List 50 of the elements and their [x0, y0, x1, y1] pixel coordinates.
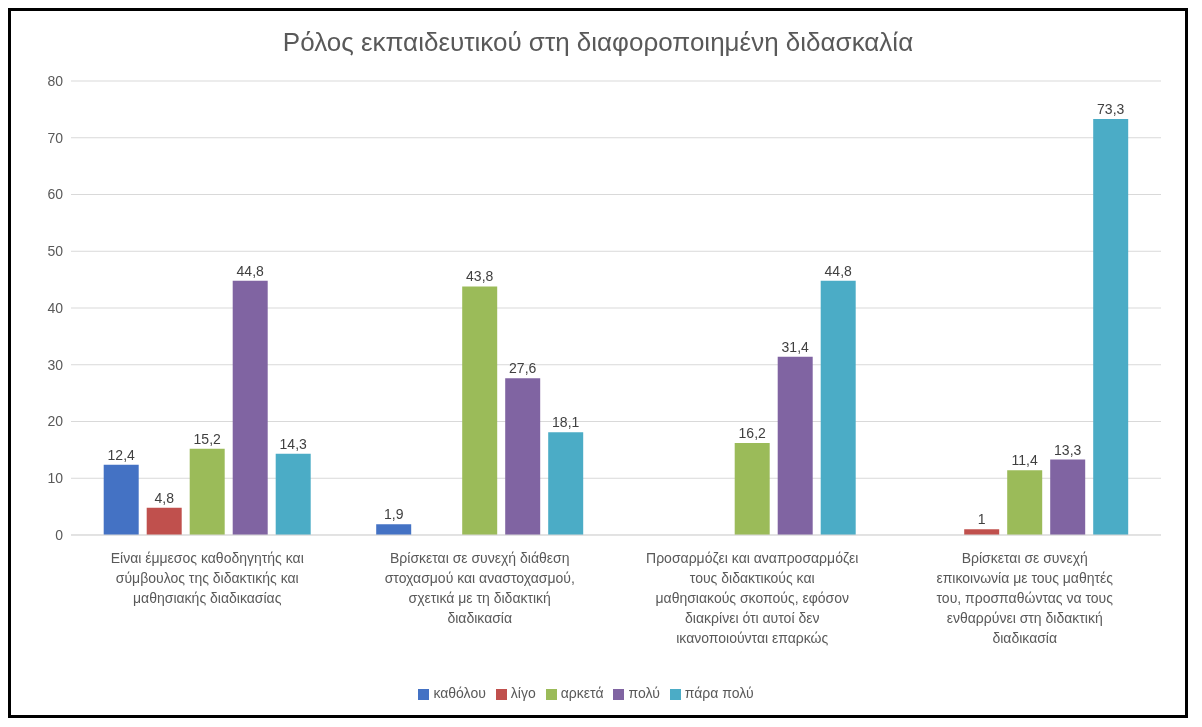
data-label: 16,2 [738, 425, 767, 442]
data-label: 1,9 [383, 506, 404, 523]
y-tick-label: 10 [47, 470, 64, 487]
x-tick-label: Είναι έμμεσος καθοδηγητής και σύμβουλος της διδακτικής και μαθησιακής διαδικασίας [110, 550, 304, 606]
x-tick-label: Προσαρμόζει και αναπροσαρμόζει τους διδακτικούς και μαθησιακούς σκοπούς, εφόσον διακρίνει ότι αυτοί δεν ικανοποιούνται επαρκώς [646, 550, 859, 646]
data-label: 27,6 [509, 360, 537, 377]
bar [189, 448, 225, 535]
legend-label: πολύ [628, 685, 660, 701]
data-label: 14,3 [279, 435, 308, 452]
chart-title: Ρόλος εκπαιδευτικού στη διαφοροποιημένη διδασκαλία [281, 26, 915, 59]
bar [232, 280, 268, 535]
data-label: 13,3 [1054, 441, 1082, 458]
legend-label: αρκετά [560, 685, 604, 701]
data-label: 11,4 [1011, 452, 1039, 469]
data-label: 43,8 [466, 268, 494, 285]
bar [376, 524, 412, 535]
bar [103, 464, 139, 535]
y-tick-label: 70 [47, 129, 64, 146]
y-tick-label: 60 [47, 186, 64, 203]
bar [1093, 119, 1129, 535]
bar [548, 432, 584, 535]
y-tick-label: 0 [55, 526, 64, 543]
x-tick-label: Βρίσκεται σε συνεχή επικοινωνία με τους μαθητές του, προσπαθώντας να τους ενθαρρύνει στη διδακτική διαδικασία [936, 550, 1114, 646]
data-label: 15,2 [193, 430, 222, 447]
bar [1007, 470, 1043, 535]
bar [1050, 459, 1086, 535]
data-label: 12,4 [107, 446, 136, 463]
y-tick-label: 80 [47, 72, 64, 89]
data-label: 44,8 [824, 262, 853, 279]
y-tick-label: 40 [47, 299, 64, 316]
bar [275, 453, 311, 535]
data-label: 4,8 [154, 489, 175, 506]
legend-label: πάρα πολύ [684, 685, 754, 701]
y-tick-label: 20 [47, 413, 64, 430]
bar [146, 507, 182, 535]
data-label: 1 [977, 511, 986, 528]
bar [505, 378, 541, 535]
y-tick-label: 30 [47, 356, 64, 373]
bar [777, 356, 813, 535]
x-tick-label: Βρίσκεται σε συνεχή διάθεση στοχασμού και αναστοχασμού, σχετικά με τη διδακτική διαδικασία [384, 550, 575, 626]
data-label: 18,1 [552, 414, 580, 431]
y-tick-label: 50 [47, 243, 64, 260]
legend-label: καθόλου [433, 685, 486, 701]
bar [462, 286, 498, 535]
bar [734, 443, 770, 535]
legend-label: λίγο [510, 685, 536, 701]
data-label: 44,8 [236, 262, 265, 279]
data-label: 31,4 [781, 338, 810, 355]
data-label: 73,3 [1097, 101, 1125, 118]
bar [820, 280, 856, 535]
